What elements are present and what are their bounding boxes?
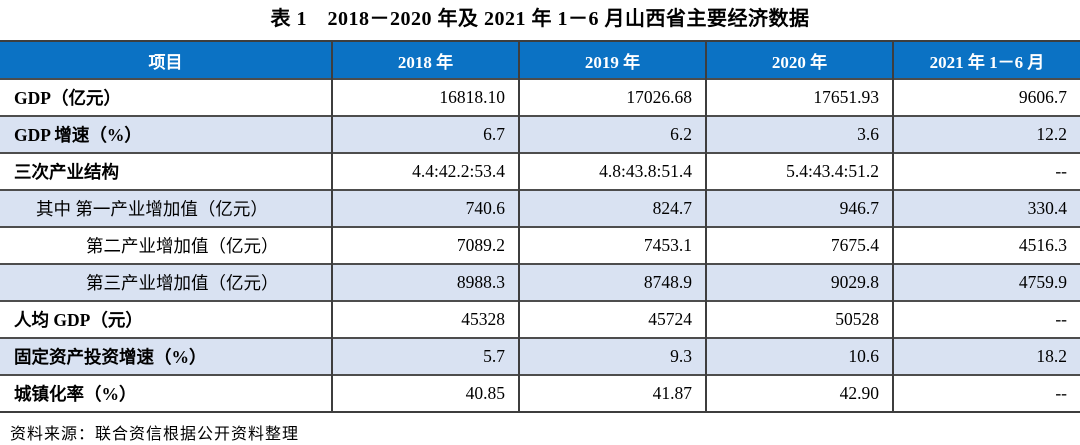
cell-value: -- xyxy=(892,374,1080,412)
row-label: 其中 第一产业增加值（亿元） xyxy=(0,189,332,227)
cell-value: 3.6 xyxy=(705,115,893,153)
cell-value: 12.2 xyxy=(892,115,1080,153)
cell-value: 7453.1 xyxy=(518,226,706,264)
row-label: 固定资产投资增速（%） xyxy=(0,337,332,375)
cell-value: 16818.10 xyxy=(331,78,519,116)
cell-value: 17026.68 xyxy=(518,78,706,116)
cell-value: 7675.4 xyxy=(705,226,893,264)
table-row: 固定资产投资增速（%） 5.7 9.3 10.6 18.2 xyxy=(0,337,1080,375)
cell-value: 946.7 xyxy=(705,189,893,227)
header-row: 项目 2018 年 2019 年 2020 年 2021 年 1－6 月 xyxy=(0,41,1080,79)
cell-value: 740.6 xyxy=(331,189,519,227)
row-label: GDP 增速（%） xyxy=(0,115,332,153)
table-row: 其中 第一产业增加值（亿元） 740.6 824.7 946.7 330.4 xyxy=(0,189,1080,227)
cell-value: 8748.9 xyxy=(518,263,706,301)
table-row: GDP（亿元） 16818.10 17026.68 17651.93 9606.7 xyxy=(0,78,1080,116)
cell-value: 9029.8 xyxy=(705,263,893,301)
cell-value: 45724 xyxy=(518,300,706,338)
cell-value: 330.4 xyxy=(892,189,1080,227)
table-title: 表 1 2018－2020 年及 2021 年 1－6 月山西省主要经济数据 xyxy=(270,8,810,30)
cell-value: 5.7 xyxy=(331,337,519,375)
cell-value: 18.2 xyxy=(892,337,1080,375)
cell-value: 9606.7 xyxy=(892,78,1080,116)
table-row: 第三产业增加值（亿元） 8988.3 8748.9 9029.8 4759.9 xyxy=(0,263,1080,301)
table-header: 项目 2018 年 2019 年 2020 年 2021 年 1－6 月 xyxy=(0,41,1080,79)
cell-value: 42.90 xyxy=(705,374,893,412)
cell-value: 17651.93 xyxy=(705,78,893,116)
column-header-period: 2019 年 xyxy=(518,41,706,79)
cell-value: 4516.3 xyxy=(892,226,1080,264)
source-note: 资料来源：联合资信根据公开资料整理 xyxy=(10,426,300,443)
cell-value: 41.87 xyxy=(518,374,706,412)
cell-value: 50528 xyxy=(705,300,893,338)
cell-value: -- xyxy=(892,152,1080,190)
table-row: 三次产业结构 4.4:42.2:53.4 4.8:43.8:51.4 5.4:43.4… xyxy=(0,152,1080,190)
cell-value: -- xyxy=(892,300,1080,338)
table-row: 第二产业增加值（亿元） 7089.2 7453.1 7675.4 4516.3 xyxy=(0,226,1080,264)
cell-value: 4.4:42.2:53.4 xyxy=(331,152,519,190)
table-row: 人均 GDP（元） 45328 45724 50528 -- xyxy=(0,300,1080,338)
cell-value: 6.7 xyxy=(331,115,519,153)
row-label: 三次产业结构 xyxy=(0,152,332,190)
column-header-period: 2020 年 xyxy=(705,41,893,79)
table-row: 城镇化率（%） 40.85 41.87 42.90 -- xyxy=(0,374,1080,412)
column-header-item: 项目 xyxy=(0,41,332,79)
column-header-period: 2021 年 1－6 月 xyxy=(892,41,1080,79)
row-label: 第三产业增加值（亿元） xyxy=(0,263,332,301)
cell-value: 10.6 xyxy=(705,337,893,375)
cell-value: 6.2 xyxy=(518,115,706,153)
cell-value: 824.7 xyxy=(518,189,706,227)
column-header-period: 2018 年 xyxy=(331,41,519,79)
cell-value: 8988.3 xyxy=(331,263,519,301)
row-label: 城镇化率（%） xyxy=(0,374,332,412)
cell-value: 4759.9 xyxy=(892,263,1080,301)
row-label: GDP（亿元） xyxy=(0,78,332,116)
row-label: 人均 GDP（元） xyxy=(0,300,332,338)
table-row: GDP 增速（%） 6.7 6.2 3.6 12.2 xyxy=(0,115,1080,153)
cell-value: 40.85 xyxy=(331,374,519,412)
cell-value: 5.4:43.4:51.2 xyxy=(705,152,893,190)
cell-value: 4.8:43.8:51.4 xyxy=(518,152,706,190)
cell-value: 45328 xyxy=(331,300,519,338)
cell-value: 7089.2 xyxy=(331,226,519,264)
row-label: 第二产业增加值（亿元） xyxy=(0,226,332,264)
economic-data-table: 项目 2018 年 2019 年 2020 年 2021 年 1－6 月 GDP（亿元）… xyxy=(0,40,1080,413)
cell-value: 9.3 xyxy=(518,337,706,375)
table-body: GDP（亿元） 16818.10 17026.68 17651.93 9606.7 GDP… xyxy=(0,78,1080,412)
